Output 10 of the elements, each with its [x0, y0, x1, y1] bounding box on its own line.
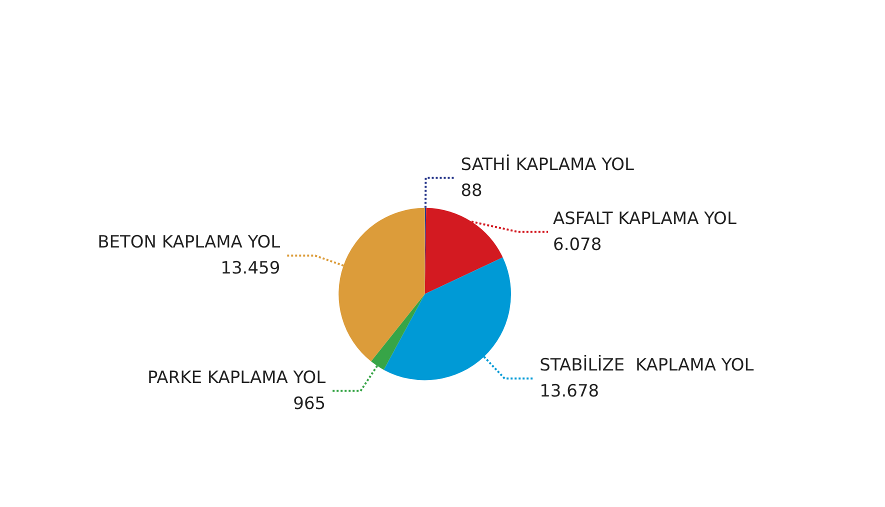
data-label: 965	[293, 394, 326, 414]
slice-label: ASFALT KAPLAMA YOL	[553, 208, 737, 229]
data-label: 13.459	[220, 258, 280, 279]
data-label: 6.078	[553, 234, 602, 255]
slice-label: SATHİ KAPLAMA YOL	[460, 154, 634, 175]
slice-label: STABİLİZE KAPLAMA YOL	[540, 354, 754, 376]
data-label: 88	[460, 180, 482, 201]
slice-label: BETON KAPLAMA YOL	[98, 232, 281, 253]
slice-label: PARKE KAPLAMA YOL	[147, 368, 326, 388]
data-label: 13.678	[540, 382, 600, 402]
